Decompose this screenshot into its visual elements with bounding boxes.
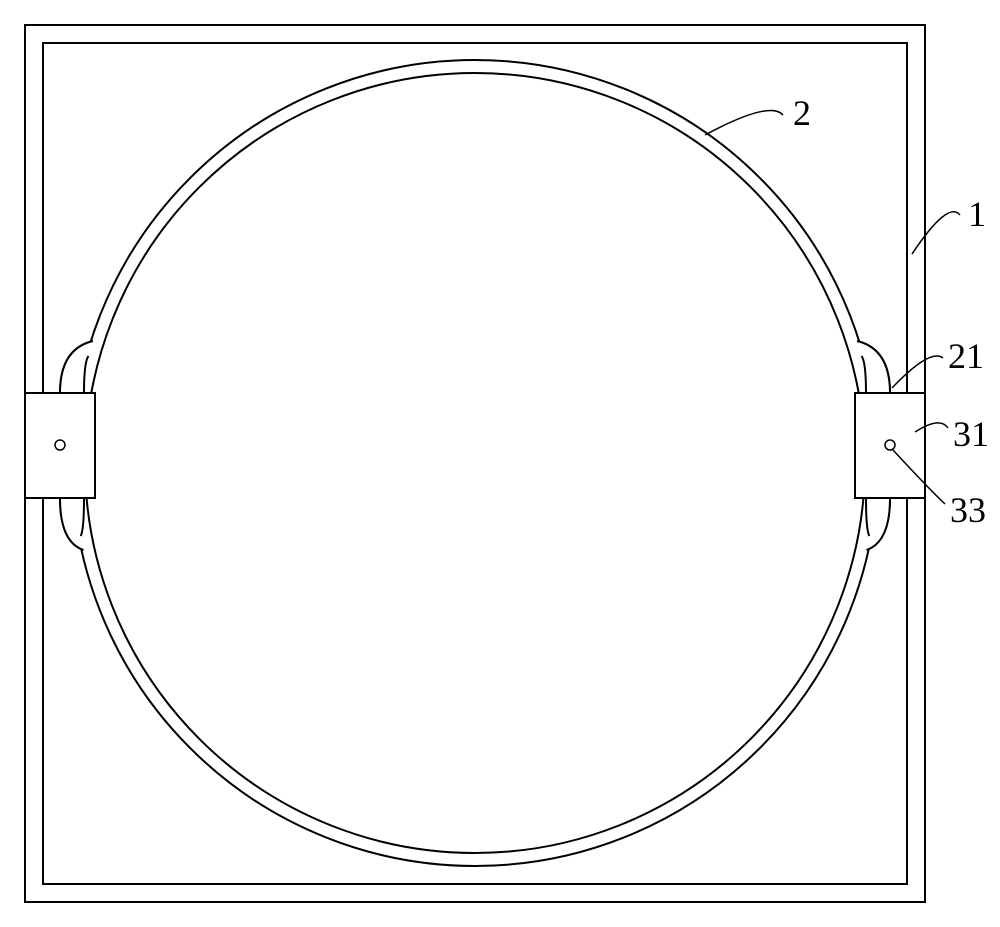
svg-text:33: 33	[950, 490, 986, 530]
svg-text:31: 31	[953, 414, 989, 454]
svg-text:2: 2	[793, 93, 811, 133]
svg-text:21: 21	[948, 336, 984, 376]
svg-text:1: 1	[968, 194, 986, 234]
